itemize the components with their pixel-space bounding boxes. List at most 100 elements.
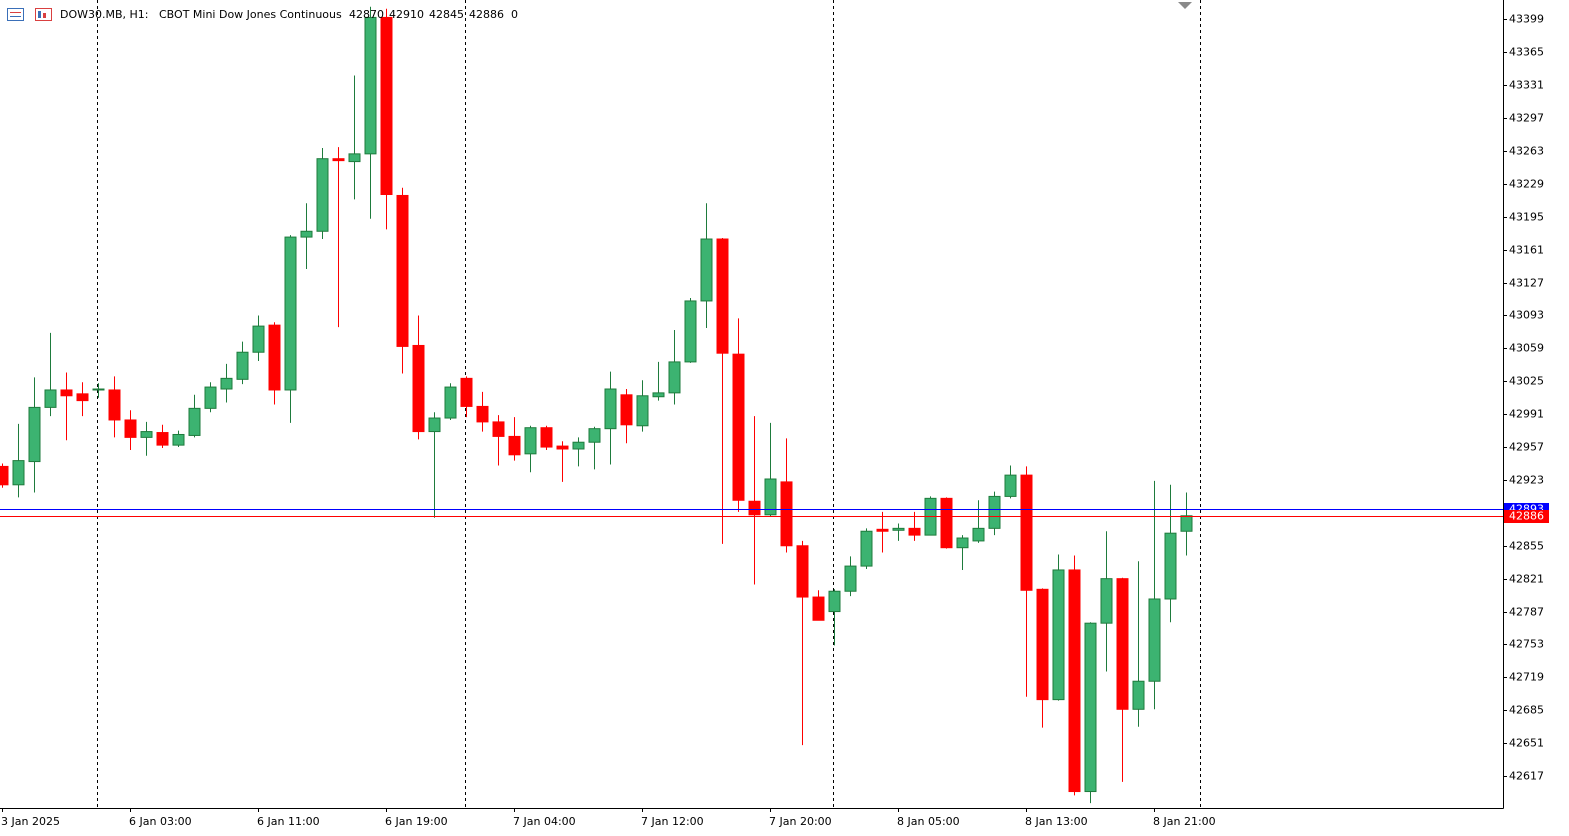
- candle-body: [348, 153, 361, 163]
- candle-body: [908, 527, 921, 536]
- y-tick-label: 42787: [1509, 606, 1544, 619]
- candle-body: [460, 377, 473, 407]
- candle-body: [524, 427, 537, 455]
- candle-body: [668, 361, 681, 394]
- candle-body: [28, 406, 41, 463]
- x-tick-label: 8 Jan 05:00: [897, 815, 960, 828]
- y-tick-label: 43297: [1509, 112, 1544, 125]
- candle-body: [364, 16, 377, 155]
- candle-body: [972, 527, 985, 542]
- candle-body: [1180, 515, 1193, 532]
- candle-body: [988, 495, 1001, 529]
- candle-body: [428, 417, 441, 433]
- candle-body: [588, 428, 601, 443]
- candle-body: [236, 351, 249, 380]
- candle-body: [556, 445, 569, 450]
- candle-body: [1148, 598, 1161, 682]
- x-tick-label: 7 Jan 12:00: [641, 815, 704, 828]
- candle-body: [492, 421, 505, 437]
- candle-body: [780, 481, 793, 547]
- candle-body: [44, 389, 57, 408]
- icon-bar: [38, 11, 41, 18]
- symbol-title: DOW30.MB, H1:: [60, 8, 149, 21]
- candle-body: [252, 325, 265, 353]
- y-tick-label: 42957: [1509, 441, 1544, 454]
- candle-body: [620, 394, 633, 426]
- header-icons: [7, 8, 52, 21]
- candle-body: [508, 435, 521, 456]
- candle-body: [876, 528, 889, 532]
- plot: [0, 6, 1503, 804]
- x-tick-label: 8 Jan 13:00: [1025, 815, 1088, 828]
- candle-body: [92, 388, 105, 391]
- x-tick-label: 8 Jan 21:00: [1153, 815, 1216, 828]
- candle-body: [1164, 532, 1177, 600]
- header-close: 42886: [469, 8, 504, 21]
- candle-body: [572, 441, 585, 450]
- y-tick-label: 43025: [1509, 375, 1544, 388]
- y-tick-label: 43127: [1509, 277, 1544, 290]
- candle-body: [636, 395, 649, 427]
- y-tick-label: 42617: [1509, 770, 1544, 783]
- candle-body: [732, 353, 745, 501]
- candle-body: [108, 389, 121, 421]
- candle-body: [716, 238, 729, 354]
- candle-body: [684, 300, 697, 363]
- y-tick-label: 43161: [1509, 244, 1544, 257]
- candle-body: [172, 433, 185, 446]
- candle-body: [540, 427, 553, 448]
- candle-body: [332, 158, 345, 162]
- header-high: 42910: [389, 8, 424, 21]
- y-tick-label: 42855: [1509, 540, 1544, 553]
- candle-body: [956, 537, 969, 549]
- y-tick-label: 42651: [1509, 737, 1544, 750]
- candle-body: [60, 389, 73, 397]
- candle-body: [396, 194, 409, 347]
- header-low: 42845: [429, 8, 464, 21]
- candle-body: [300, 230, 313, 238]
- y-tick-label: 43059: [1509, 342, 1544, 355]
- candle-body: [316, 158, 329, 232]
- y-tick-label: 43229: [1509, 178, 1544, 191]
- icon-list: [7, 8, 24, 21]
- icon-bar: [43, 13, 46, 18]
- y-tick-label: 42923: [1509, 474, 1544, 487]
- candle-body: [764, 478, 777, 516]
- x-tick-label: 6 Jan 03:00: [129, 815, 192, 828]
- candle-body: [220, 377, 233, 390]
- candle-body: [1084, 622, 1097, 793]
- price-tag: [1504, 510, 1549, 523]
- candle-body: [1132, 680, 1145, 710]
- candle-body: [940, 497, 953, 549]
- candle-body: [844, 565, 857, 592]
- candle-body: [156, 432, 169, 446]
- x-tick-label: 6 Jan 11:00: [257, 815, 320, 828]
- y-tick-label: 43093: [1509, 309, 1544, 322]
- candle-body: [76, 393, 89, 402]
- price-tag-label: 42886: [1509, 510, 1544, 523]
- y-tick-label: 42753: [1509, 638, 1544, 651]
- x-tick-label: 7 Jan 20:00: [769, 815, 832, 828]
- candle-body: [204, 386, 217, 409]
- y-tick-label: 43365: [1509, 46, 1544, 59]
- candle-body: [748, 500, 761, 516]
- y-tick-label: 43195: [1509, 211, 1544, 224]
- candle-body: [812, 596, 825, 621]
- candle-body: [1004, 474, 1017, 497]
- candle-body: [0, 465, 9, 486]
- candle-body: [860, 530, 873, 567]
- candle-body: [1116, 578, 1129, 710]
- candle-body: [476, 405, 489, 423]
- candle-body: [140, 431, 153, 438]
- candle-body: [412, 344, 425, 433]
- x-tick-label: 3 Jan 2025: [1, 815, 60, 828]
- y-tick-label: 43331: [1509, 79, 1544, 92]
- candle-body: [124, 419, 137, 438]
- x-tick-label: 7 Jan 04:00: [513, 815, 576, 828]
- candle-body: [284, 236, 297, 391]
- candle-body: [444, 386, 457, 419]
- candle-body: [12, 460, 25, 486]
